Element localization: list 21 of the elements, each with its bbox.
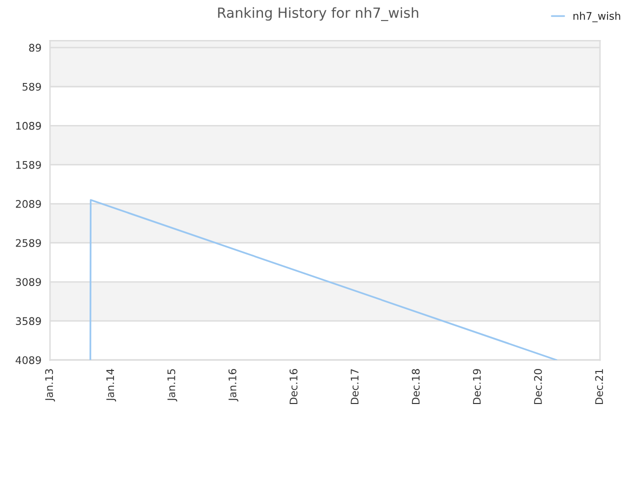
y-tick-label: 589 <box>22 82 41 91</box>
y-tick-label: 1589 <box>16 160 41 169</box>
x-tick-label: Dec.18 <box>412 369 420 404</box>
x-tick-label: Jan.15 <box>168 369 178 402</box>
chart-title: Ranking History for nh7_wish <box>218 7 418 22</box>
x-tick-label: Dec.19 <box>472 369 481 404</box>
y-tick-label: 89 <box>29 44 41 52</box>
y-tick-label: 1089 <box>16 122 41 130</box>
y-tick-label: 3589 <box>16 317 41 326</box>
y-tick-label: 3089 <box>16 278 41 286</box>
x-tick-label: Jan.13 <box>45 369 55 402</box>
x-tick-label: Jan.16 <box>228 368 238 402</box>
x-tick-label: Dec.21 <box>595 369 604 404</box>
y-tick-label: 2089 <box>16 200 41 208</box>
y-tick-label: 2589 <box>16 239 41 247</box>
x-tick-label: Dec.16 <box>290 368 298 404</box>
x-tick-label: Dec.17 <box>350 369 359 404</box>
legend-label: nh7_wish <box>573 12 620 22</box>
x-tick-label: Jan.14 <box>106 368 116 402</box>
y-tick-label: 4089 <box>16 356 41 364</box>
x-tick-label: Dec.20 <box>534 369 542 404</box>
